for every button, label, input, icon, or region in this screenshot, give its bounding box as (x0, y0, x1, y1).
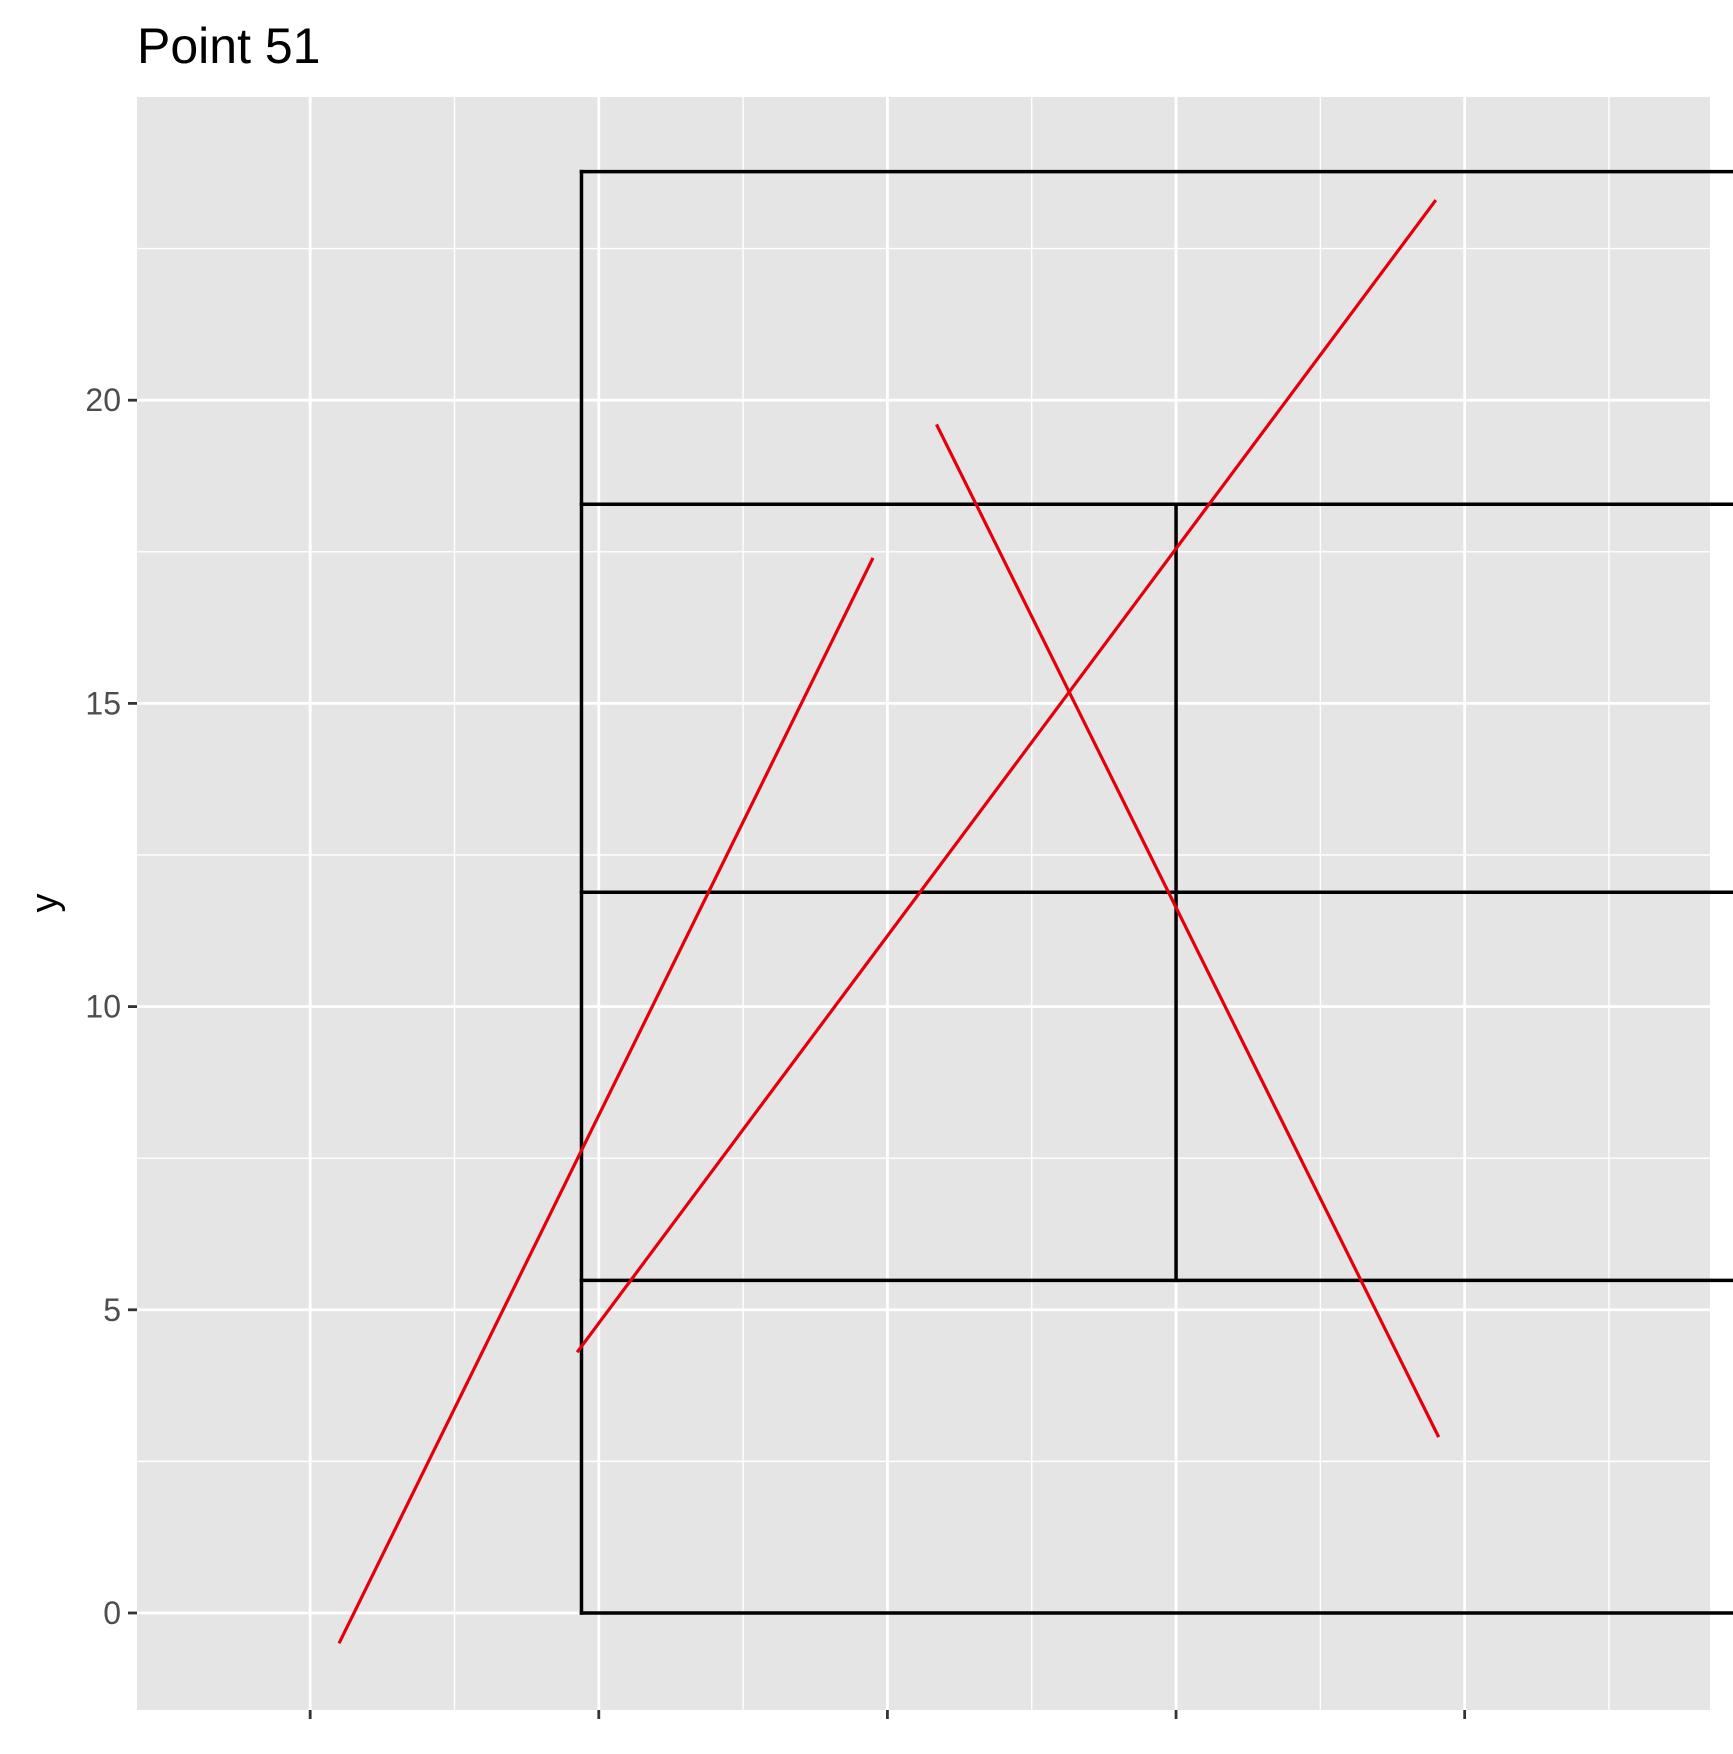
chart-title: Point 51 (137, 18, 320, 74)
x-axis (308, 1710, 1467, 1719)
y-axis-title: y (24, 894, 66, 913)
grid-minor (137, 97, 1710, 1710)
y-axis: 0 5 10 15 20 (85, 382, 137, 1631)
series-lines (337, 199, 1441, 1645)
plot-panel (137, 97, 1710, 1710)
y-tick-label: 20 (85, 382, 121, 418)
y-tick-label: 15 (85, 685, 121, 721)
series-line-2 (575, 199, 1438, 1354)
series-line-3 (935, 423, 1441, 1438)
y-tick-label: 10 (85, 989, 121, 1025)
series-line-1 (337, 557, 875, 1645)
court-lines (579, 169, 1733, 1615)
y-tick-label: 0 (103, 1595, 121, 1631)
y-tick-label: 5 (103, 1292, 121, 1328)
